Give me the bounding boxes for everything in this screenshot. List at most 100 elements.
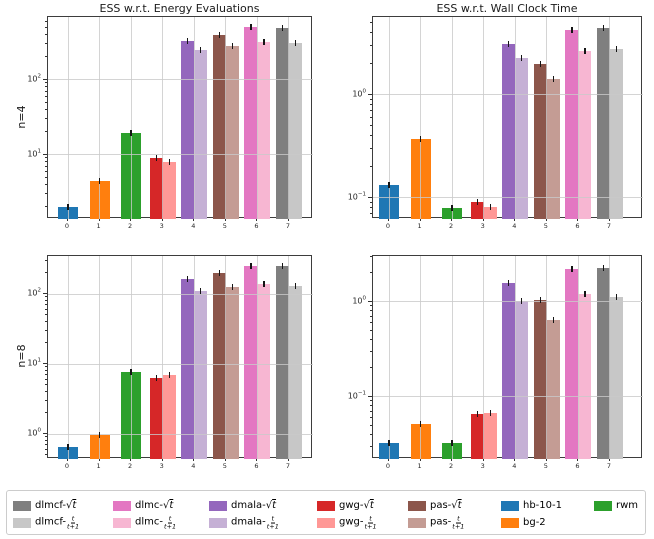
x-tick (130, 218, 132, 221)
error-bar-gwg-sqrt (476, 198, 478, 205)
error-bar-dlmc-sqrt (250, 23, 252, 30)
x-tick (577, 458, 579, 461)
y-tick-label: 100 (352, 88, 366, 99)
error-bar-dlmc-frac (584, 47, 586, 54)
y-gridline (48, 79, 313, 81)
bar-pas-sqrt (533, 63, 547, 219)
error-bar-dlmcf-frac (615, 45, 618, 52)
error-bar-dmala-sqrt (187, 275, 189, 282)
x-gridline (162, 256, 164, 459)
x-tick-label: 5 (543, 462, 548, 470)
x-gridline (577, 17, 579, 219)
error-bar-dlmcf-sqrt (602, 264, 605, 271)
bar-dlmc-frac (578, 50, 592, 219)
subplot-title-energy-evaluations: ESS w.r.t. Energy Evaluations (99, 2, 260, 15)
x-tick (67, 218, 68, 221)
x-tick (388, 458, 389, 461)
x-tick-label: 3 (480, 462, 485, 470)
bar-dlmcf-frac (288, 286, 302, 459)
error-bar-rwm (130, 369, 132, 376)
y-tick (43, 433, 47, 435)
y-minor-tick (369, 417, 372, 418)
x-gridline (483, 256, 485, 459)
legend-swatch-hb-10-1 (501, 501, 519, 511)
x-gridline (451, 256, 453, 459)
y-minor-tick (44, 448, 47, 450)
subplot-bottom-right (372, 255, 643, 459)
x-gridline (130, 17, 132, 219)
x-gridline (483, 17, 485, 219)
bar-dmala-frac (194, 49, 208, 219)
bar-dlmc-frac (257, 42, 271, 219)
bar-gwg-frac (162, 161, 176, 219)
bar-dlmcf-frac (288, 43, 302, 219)
error-bar-bg-2 (98, 432, 101, 439)
error-bar-bg-2 (419, 420, 422, 427)
y-minor-tick (369, 22, 372, 24)
y-minor-tick (44, 303, 47, 305)
bar-dmala-sqrt (502, 282, 516, 459)
error-bar-dlmc-sqrt (571, 266, 573, 273)
x-gridline (67, 256, 69, 459)
x-gridline (388, 17, 390, 219)
error-bar-dlmc-sqrt (250, 263, 252, 270)
y-minor-tick (369, 424, 372, 426)
x-gridline (162, 17, 164, 219)
x-tick (514, 218, 516, 221)
fraction-t-over-t-plus-1: t t+1 (266, 514, 279, 531)
x-tick-label: 7 (606, 222, 612, 230)
error-bar-dlmc-frac (263, 39, 265, 46)
error-bar-rwm (130, 130, 132, 137)
y-minor-tick (44, 439, 47, 441)
x-tick (256, 458, 258, 461)
error-bar-rwm (451, 204, 453, 211)
y-minor-tick (369, 255, 372, 257)
legend-swatch-gwg-frac (317, 518, 335, 528)
bar-dlmc-sqrt (244, 266, 258, 459)
y-gridline (373, 396, 643, 398)
error-bar-dlmcf-sqrt (281, 25, 284, 32)
x-tick-label: 5 (222, 462, 227, 470)
bar-dmala-frac (515, 300, 529, 459)
y-tick (368, 93, 372, 95)
error-bar-gwg-frac (489, 203, 491, 210)
x-gridline (609, 256, 611, 459)
x-tick-label: 2 (449, 222, 454, 230)
bar-dlmc-frac (578, 294, 592, 459)
y-minor-tick (44, 341, 47, 343)
sqrt-t-symbol: t (272, 500, 277, 511)
y-minor-tick (369, 305, 372, 307)
y-tick (43, 153, 47, 155)
x-tick-label: 4 (191, 222, 196, 230)
y-minor-tick (44, 131, 47, 133)
y-minor-tick (44, 90, 47, 92)
legend-swatch-dlmc-frac (113, 518, 131, 528)
x-tick-label: 6 (254, 222, 259, 230)
error-bar-gwg-frac (168, 158, 170, 165)
x-tick-label: 4 (512, 222, 517, 230)
legend-label-dmala-frac: dmala-t t+1 (231, 514, 279, 531)
error-bar-pas-frac (231, 42, 234, 49)
x-gridline (130, 256, 132, 459)
y-minor-tick (369, 165, 372, 167)
x-gridline (609, 17, 611, 219)
x-gridline (546, 256, 548, 459)
y-tick-label: 102 (27, 73, 41, 84)
x-tick (545, 458, 547, 461)
bar-dlmcf-sqrt (275, 266, 289, 459)
x-gridline (546, 17, 548, 219)
y-tick-label: 10−1 (347, 191, 366, 202)
error-bar-dlmcf-sqrt (602, 25, 605, 32)
y-tick (368, 196, 372, 198)
x-gridline (67, 17, 69, 219)
error-bar-hb-10-1 (67, 204, 69, 211)
y-gridline (48, 363, 313, 365)
bar-dmala-sqrt (502, 44, 516, 219)
legend-swatch-pas-frac (408, 518, 426, 528)
x-gridline (99, 256, 101, 459)
x-tick (388, 218, 389, 221)
error-bar-dmala-frac (200, 288, 202, 295)
error-bar-dmala-frac (200, 46, 202, 53)
y-minor-tick (44, 443, 47, 445)
y-minor-tick (44, 390, 47, 392)
